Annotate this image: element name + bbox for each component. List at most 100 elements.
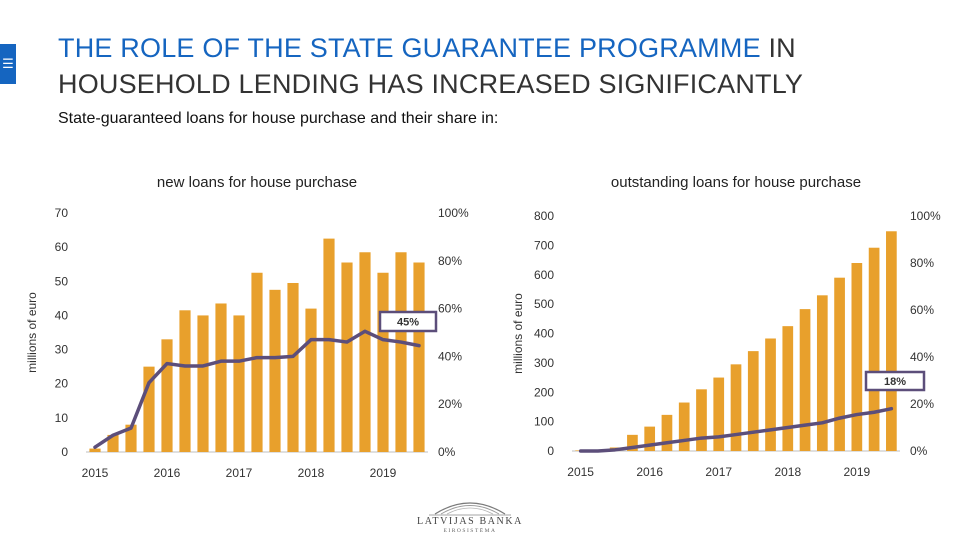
bar [359, 252, 371, 452]
bar [696, 389, 707, 451]
y2-tick-label: 40% [910, 350, 934, 364]
bar [323, 238, 335, 452]
share-point [417, 344, 421, 348]
y2-tick-label: 20% [910, 397, 934, 411]
y-axis-label: millions of euro [511, 293, 525, 374]
share-point [273, 356, 277, 360]
share-point [327, 338, 331, 342]
share-point [93, 445, 97, 449]
bar [782, 326, 794, 451]
x-tick-label: 2019 [843, 465, 870, 479]
y-tick-label: 60 [55, 240, 69, 254]
share-point [111, 433, 115, 437]
menu-tab[interactable]: ☰ [0, 44, 16, 84]
bar [644, 426, 656, 451]
bar [125, 424, 137, 452]
share-point [596, 449, 600, 453]
y-tick-label: 0 [61, 445, 68, 459]
y-tick-label: 400 [534, 327, 554, 341]
logo-arc-icon [429, 502, 511, 516]
share-point [751, 430, 755, 434]
bar [269, 289, 281, 452]
share-point [786, 426, 790, 429]
y2-tick-label: 0% [910, 444, 928, 458]
share-point [734, 433, 738, 437]
y-tick-label: 40 [55, 308, 69, 322]
share-point [345, 340, 349, 344]
y-tick-label: 70 [55, 206, 69, 220]
share-point [255, 356, 259, 360]
share-point [201, 364, 205, 368]
x-tick-label: 2016 [154, 466, 181, 480]
share-point [183, 364, 187, 368]
share-point [613, 448, 617, 452]
bar [886, 231, 897, 451]
share-point [630, 445, 634, 449]
annotation-label: 18% [884, 376, 906, 388]
bar [395, 252, 407, 452]
x-tick-label: 2016 [636, 465, 663, 479]
share-point [147, 381, 151, 385]
outstanding-loans-chart: outstanding loans for house purchase 0 100… [511, 174, 941, 479]
share-point [872, 410, 876, 414]
share-point [648, 443, 652, 447]
title-highlight: THE ROLE OF THE STATE GUARANTEE PROGRAMM… [58, 33, 761, 63]
share-point [855, 413, 859, 417]
title-rest: IN HOUSEHOLD LENDING HAS INCREASED SIGNI… [58, 33, 804, 99]
y-tick-label: 10 [55, 411, 69, 425]
bar [868, 247, 880, 451]
y-tick-label: 300 [534, 356, 554, 370]
latvijas-banka-logo: LATVIJAS BANKA EIROSISTĒMA [395, 494, 545, 538]
logo-subtitle: EIROSISTĒMA [443, 528, 497, 534]
y-tick-label: 700 [534, 238, 554, 252]
bar [305, 308, 317, 452]
y-tick-label: 30 [55, 343, 69, 357]
bar [215, 303, 227, 452]
y2-tick-label: 80% [910, 256, 934, 270]
bar [834, 277, 845, 451]
share-point [237, 359, 241, 363]
bar [799, 309, 811, 451]
x-tick-label: 2018 [298, 466, 325, 480]
chart-title: new loans for house purchase [157, 174, 357, 191]
y2-tick-label: 20% [438, 397, 462, 411]
bar [197, 315, 209, 452]
bar [627, 434, 638, 451]
bar [851, 263, 863, 451]
share-point [717, 435, 721, 439]
bar [713, 377, 725, 451]
y2-tick-label: 60% [910, 303, 934, 317]
logo-name: LATVIJAS BANKA [416, 516, 523, 527]
chart-title: outstanding loans for house purchase [611, 174, 861, 191]
bar [251, 272, 263, 452]
y2-tick-label: 40% [438, 349, 462, 363]
bar [107, 434, 119, 452]
y-tick-label: 500 [534, 297, 554, 311]
share-point [381, 338, 385, 342]
bar [765, 338, 776, 451]
bar [341, 262, 353, 452]
share-point [165, 362, 169, 366]
x-tick-label: 2017 [226, 466, 253, 480]
y-axis-label: millions of euro [25, 292, 39, 373]
hamburger-menu-icon[interactable]: ☰ [2, 56, 14, 71]
slide-subtitle: State-guaranteed loans for house purchas… [58, 110, 499, 127]
annotation-label: 45% [397, 317, 419, 329]
y-tick-label: 20 [55, 377, 69, 391]
bar [678, 402, 690, 451]
bar [730, 364, 742, 451]
bar [233, 315, 245, 452]
share-point [291, 354, 295, 358]
y2-tick-label: 100% [438, 206, 469, 220]
y2-tick-label: 60% [438, 302, 462, 316]
y-tick-label: 600 [534, 268, 554, 282]
y2-tick-label: 0% [438, 445, 456, 459]
share-point [665, 441, 669, 445]
y-tick-label: 50 [55, 274, 69, 288]
share-point [889, 407, 893, 411]
bar [287, 282, 299, 452]
share-point [219, 359, 223, 363]
y-tick-label: 100 [534, 415, 554, 429]
slide-title: THE ROLE OF THE STATE GUARANTEE PROGRAMM… [58, 30, 948, 102]
x-tick-label: 2017 [705, 465, 732, 479]
